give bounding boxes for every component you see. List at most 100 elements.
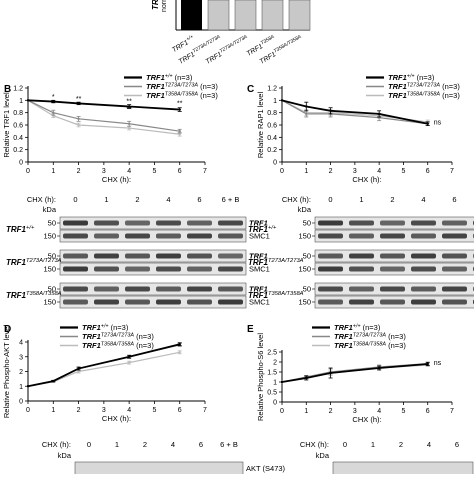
x-tick-label: 0 (26, 407, 30, 414)
blot-band (442, 233, 467, 239)
x-tick-label: 2 (77, 407, 81, 414)
data-point (305, 105, 308, 108)
data-point (77, 102, 80, 105)
x-tick-label: 0 (26, 168, 30, 175)
legend-entry-suffix: (n=3) (198, 91, 218, 100)
y-axis-label: Relative Phospho-AKT level (2, 325, 11, 419)
data-point (178, 108, 181, 111)
legend-entry-sup: T358A/T358A (101, 341, 135, 347)
genotype-label-sup: T273A/T273A (268, 258, 304, 264)
genotype-label-base: TRF1 (248, 225, 269, 234)
legend-entry-suffix: (n=3) (386, 341, 406, 350)
x-tick-label: 6 (426, 408, 430, 415)
significance-label: * (52, 94, 55, 101)
panel-a-xlabel-sup: +/+ (185, 34, 194, 43)
panel-a-ylabel-2: norm (161, 0, 168, 12)
lane-label: 2 (143, 440, 147, 449)
data-point (426, 362, 429, 366)
genotype-label-sup: +/+ (26, 225, 35, 231)
blot-band (218, 299, 243, 305)
genotype-label-sup: T358A/T358A (268, 291, 304, 297)
x-tick-label: 3 (102, 168, 106, 175)
legend-entry-sup: T273A/T273A (407, 82, 441, 88)
legend-entry-suffix: (n=3) (173, 73, 193, 82)
chart-c: C 0 1 2 3 4 5 6 7 0 0.2 0.4 0.6 0.8 1 1.2 CHX (h): Relati… (247, 73, 460, 184)
lane-label: 2 (390, 195, 394, 204)
blot-band (349, 266, 374, 272)
lane-label: 1 (115, 440, 119, 449)
legend-entry-sup: T273A/T273A (353, 332, 387, 338)
legend-entry-sup: +/+ (407, 73, 415, 79)
lane-label: 1 (359, 195, 363, 204)
blot-band (187, 220, 212, 226)
mw-marker: 150 (43, 232, 56, 241)
mw-marker: 150 (298, 232, 311, 241)
blot-band (218, 233, 243, 239)
blot-band (63, 286, 88, 292)
lane-label: 4 (166, 195, 170, 204)
data-point (52, 111, 55, 114)
y-tick-label: 0.2 (13, 147, 23, 154)
blot-band (380, 220, 405, 226)
legend-entry: TRF1T273A/T273A (n=3) (388, 82, 460, 91)
y-tick-label: 0.8 (267, 110, 277, 117)
x-axis-label: CHX (h): (352, 415, 381, 424)
chx-header-label: CHX (h): (42, 440, 71, 449)
legend-entry-base: TRF1 (388, 73, 407, 82)
genotype-label: TRF1T358A/T358A (6, 291, 62, 300)
mw-marker: 150 (298, 298, 311, 307)
legend-entry: TRF1+/+ (n=3) (82, 323, 129, 332)
data-point (77, 117, 80, 121)
blot-band (94, 253, 119, 259)
panel-letter-c: C (247, 84, 254, 95)
x-tick-label: 3 (353, 168, 357, 175)
blot-band (218, 286, 243, 292)
protein-label: SMC1 (249, 298, 270, 307)
chx-header-label: CHX (h): (300, 440, 329, 449)
mw-marker: 150 (43, 265, 56, 274)
x-tick-label: 3 (353, 408, 357, 415)
lane-label: 0 (73, 195, 77, 204)
data-point (77, 367, 80, 370)
blot-band (380, 253, 405, 259)
blot-band (94, 286, 119, 292)
mw-marker: 50 (48, 219, 56, 228)
blot-band (125, 266, 150, 272)
blot-band (349, 253, 374, 259)
data-point (26, 99, 30, 102)
lane-label: 0 (343, 440, 347, 449)
x-axis-label: CHX (h): (102, 414, 131, 423)
x-axis-label: CHX (h): (102, 175, 131, 184)
legend-entry-base: TRF1 (82, 341, 101, 350)
y-axis-label: Relative TRF1 level (2, 92, 11, 158)
x-tick-label: 6 (178, 407, 182, 414)
y-tick-label: 1 (19, 384, 23, 391)
data-point (305, 112, 308, 116)
data-point (329, 371, 332, 375)
chart-b: B 0 1 2 3 4 5 6 7 0 0.2 0.4 0.6 0.8 1 1.2 CHX (h): Relati… (2, 73, 218, 184)
legend-entry: TRF1+/+ (n=3) (334, 323, 381, 332)
x-tick-label: 7 (203, 168, 207, 175)
blot-band (380, 286, 405, 292)
panel-a-bar-3 (234, 0, 257, 31)
data-point (26, 385, 30, 388)
legend-entry-sup: +/+ (165, 73, 173, 79)
x-tick-label: 1 (304, 408, 308, 415)
blot-band (318, 253, 343, 259)
genotype-label-sup: +/+ (268, 225, 277, 231)
legend-entry-suffix: (n=3) (361, 323, 381, 332)
legend-entry: TRF1T358A/T358A (n=3) (388, 91, 460, 100)
legend-entry-suffix: (n=3) (440, 82, 460, 91)
data-point (52, 100, 55, 103)
panel-a: TRF1 norm TRF1+/+TRF1T273A/T273ATRF1T273… (151, 0, 311, 66)
blot-band (411, 220, 436, 226)
blot-band (218, 253, 243, 259)
blot-band (411, 253, 436, 259)
blot-band (125, 220, 150, 226)
blot-band (318, 286, 343, 292)
data-point (127, 126, 131, 130)
lane-label: 6 + B (222, 195, 240, 204)
x-tick-label: 6 (178, 168, 182, 175)
y-tick-label: 0 (273, 160, 277, 167)
x-tick-label: 4 (127, 168, 131, 175)
